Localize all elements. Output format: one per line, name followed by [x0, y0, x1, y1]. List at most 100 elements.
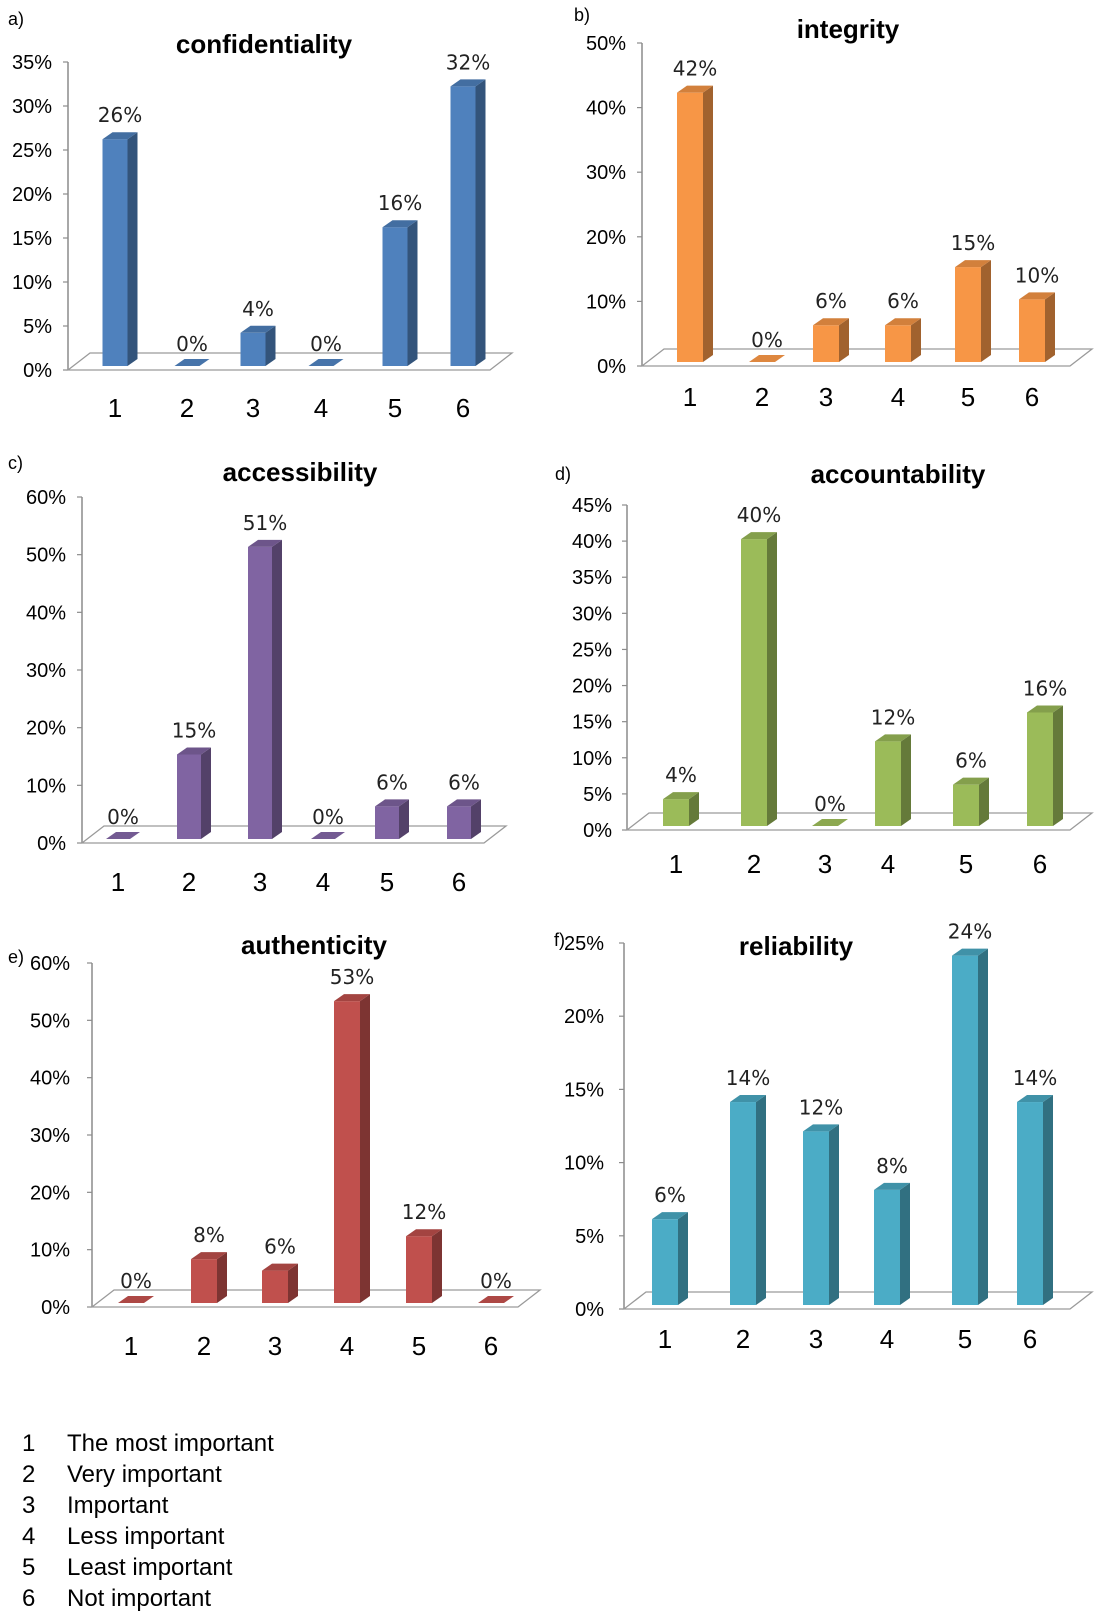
bar-top [478, 1296, 514, 1303]
x-tick-label: 3 [809, 1324, 823, 1354]
x-tick-label: 3 [246, 393, 260, 423]
x-tick-label: 6 [484, 1331, 498, 1361]
bar-side [475, 79, 486, 367]
bar-top [652, 1212, 688, 1220]
bar-front [813, 325, 839, 362]
bar-side [901, 734, 911, 826]
x-tick-label: 5 [412, 1331, 426, 1361]
bar-front [875, 741, 901, 826]
x-tick-label: 3 [818, 849, 832, 879]
bar-top [952, 948, 988, 956]
bar [334, 994, 370, 1303]
y-tick-label: 0% [583, 820, 612, 842]
bar-side [288, 1263, 298, 1303]
bar-top [749, 355, 785, 362]
data-label: 12% [871, 705, 915, 729]
bar [375, 799, 409, 839]
bar [663, 792, 699, 826]
data-label: 6% [448, 770, 480, 794]
bar-side [839, 318, 849, 362]
x-tick-label: 6 [1025, 382, 1039, 412]
bar-top [191, 1252, 227, 1260]
bar-top [240, 325, 276, 333]
bar [953, 777, 989, 826]
bar-front [262, 1270, 288, 1303]
x-tick-label: 1 [124, 1331, 138, 1361]
legend-label: The most important [67, 1430, 274, 1457]
data-label: 10% [1015, 263, 1059, 287]
panel-label: e) [8, 947, 24, 967]
y-tick-label: 50% [26, 545, 66, 567]
bar [382, 220, 418, 366]
bar [652, 1212, 688, 1305]
legend-label: Less important [67, 1523, 225, 1550]
bar [308, 359, 344, 366]
bar-top [106, 832, 140, 839]
y-tick-label: 30% [572, 603, 612, 625]
x-tick-label: 5 [961, 382, 975, 412]
x-tick-label: 2 [747, 849, 761, 879]
bar-side [703, 85, 713, 363]
y-tick-label: 20% [572, 676, 612, 698]
legend-key: 6 [22, 1585, 36, 1612]
bar-top [406, 1229, 442, 1237]
y-tick-label: 15% [12, 228, 52, 250]
bar-top [1027, 705, 1063, 713]
bar-front [406, 1236, 432, 1303]
bar-side [1045, 292, 1055, 362]
plot-floor [622, 1291, 1094, 1310]
x-tick-label: 4 [314, 393, 328, 423]
x-tick-label: 2 [755, 382, 769, 412]
bar-side [767, 532, 777, 826]
data-label: 8% [193, 1223, 225, 1247]
y-tick-label: 0% [23, 360, 52, 382]
panel-label: f) [554, 930, 565, 950]
x-tick-label: 4 [891, 382, 905, 412]
bar [174, 359, 210, 366]
bar [478, 1296, 514, 1303]
y-tick-label: 35% [12, 52, 52, 74]
legend-key: 1 [22, 1430, 36, 1457]
x-tick-label: 5 [958, 1324, 972, 1354]
bar-front [741, 539, 767, 826]
bar-top [663, 792, 699, 800]
bar-front [1017, 1102, 1043, 1305]
scale-legend: 1 The most important 2 Very important 3 … [22, 1428, 522, 1614]
y-tick-label: 50% [30, 1010, 70, 1032]
chart-reliability: f) reliability 0% 5% 10% 15% 20% 25% 6% 1 14% 2 12% 3… [554, 920, 1094, 1354]
bar-front [663, 799, 689, 826]
bar [1017, 1095, 1053, 1305]
chart-integrity: b) integrity0%10%20%30%40%50%42%10%26%36%… [574, 5, 1094, 412]
y-tick-label: 35% [572, 567, 612, 589]
bar-side [201, 747, 211, 839]
bar-front [955, 267, 981, 362]
legend-item: 6 Not important [22, 1583, 522, 1614]
data-label: 12% [799, 1095, 843, 1119]
bar-side [399, 799, 409, 839]
bar-top [813, 318, 849, 326]
bar [447, 799, 481, 839]
bar-front [191, 1259, 217, 1303]
data-label: 24% [948, 920, 992, 944]
y-tick-label: 20% [30, 1182, 70, 1204]
panel-label: a) [8, 9, 24, 29]
bar-front [450, 86, 476, 367]
y-tick-label: 40% [30, 1068, 70, 1090]
bar [812, 819, 848, 826]
bar-front [240, 332, 266, 366]
legend-item: 4 Less important [22, 1521, 522, 1552]
bar-front [334, 1001, 360, 1303]
bar-top [311, 832, 345, 839]
x-tick-label: 1 [111, 867, 125, 897]
legend-key: 2 [22, 1461, 36, 1488]
chart-title: confidentiality [176, 29, 353, 59]
data-label: 0% [120, 1269, 152, 1293]
panel-label: c) [8, 453, 23, 473]
data-label: 40% [737, 503, 781, 527]
y-tick-label: 30% [26, 660, 66, 682]
bar-top [885, 318, 921, 326]
bar-front [248, 546, 272, 839]
chart-title: authenticity [241, 930, 387, 960]
bar-top [1019, 292, 1055, 300]
chart-confidentiality: a)confidentiality0%5%10%15%20%25%30%35%2… [8, 9, 514, 423]
